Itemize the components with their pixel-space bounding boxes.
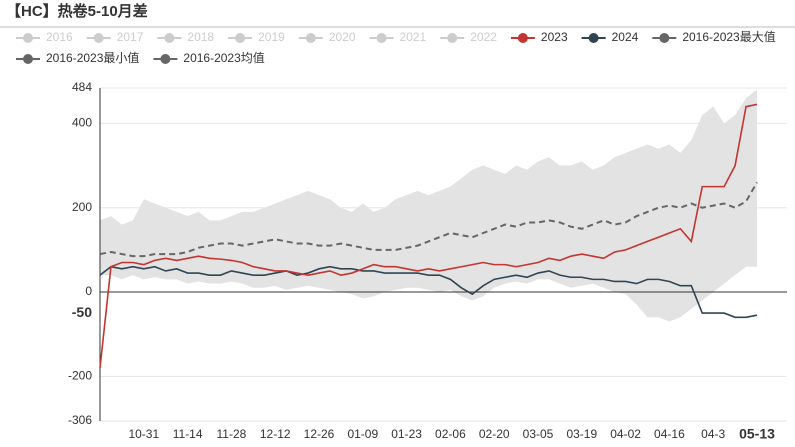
x-tick-label: 03-05 bbox=[523, 427, 554, 441]
legend-item: 2023 bbox=[510, 30, 568, 44]
range-band bbox=[100, 89, 757, 322]
legend-item: 2017 bbox=[86, 30, 144, 44]
legend-item: 2016-2023最大值 bbox=[652, 29, 776, 44]
legend-marker bbox=[160, 54, 171, 64]
legend-marker bbox=[23, 54, 33, 64]
legend-marker bbox=[517, 33, 528, 43]
legend-label: 2016-2023最小值 bbox=[46, 50, 139, 65]
legend-marker bbox=[659, 33, 670, 43]
legend-item: 2016-2023最小值 bbox=[16, 50, 139, 65]
legend-marker bbox=[93, 33, 104, 43]
y-tick-label: -306 bbox=[68, 413, 92, 427]
legend-item: 2020 bbox=[298, 30, 356, 44]
x-tick-label: 04-3 bbox=[701, 427, 725, 441]
legend-item: 2024 bbox=[581, 30, 639, 44]
legend-marker bbox=[23, 33, 33, 43]
x-tick-label: 03-19 bbox=[566, 427, 597, 441]
y-tick-label: 400 bbox=[72, 116, 92, 130]
series-line bbox=[99, 103, 758, 368]
x-tick-label: 04-16 bbox=[654, 427, 685, 441]
legend-label: 2016 bbox=[46, 30, 73, 44]
legend-label: 2022 bbox=[470, 30, 497, 44]
legend-label: 2023 bbox=[541, 30, 568, 44]
legend-item: 2019 bbox=[228, 30, 285, 44]
x-tick-label: 02-06 bbox=[435, 427, 466, 441]
legend-item: 2021 bbox=[369, 30, 427, 44]
legend-label: 2020 bbox=[329, 30, 356, 44]
y-tick-label: -200 bbox=[68, 368, 92, 382]
series-line bbox=[99, 265, 758, 319]
legend-marker bbox=[376, 33, 387, 43]
legend-marker bbox=[588, 33, 599, 43]
x-tick-label: 05-13 bbox=[739, 426, 775, 442]
legend-marker bbox=[235, 33, 246, 43]
x-tick-label: 02-20 bbox=[479, 427, 510, 441]
legend-label: 2016-2023均值 bbox=[183, 50, 264, 65]
legend-label: 2024 bbox=[612, 30, 639, 44]
legend-item: 2022 bbox=[440, 30, 497, 44]
y-tick-label: 484 bbox=[72, 80, 92, 94]
x-tick-label: 12-12 bbox=[260, 427, 291, 441]
x-tick-label: 10-31 bbox=[128, 427, 159, 441]
legend-item: 2018 bbox=[157, 30, 214, 44]
x-tick-label: 12-26 bbox=[304, 427, 335, 441]
legend-item: 2016-2023均值 bbox=[153, 50, 265, 65]
y-marker-label: -50 bbox=[72, 304, 92, 320]
legend-label: 2018 bbox=[187, 30, 214, 44]
legend-label: 2019 bbox=[258, 30, 285, 44]
legend-label: 2016-2023最大值 bbox=[682, 29, 775, 44]
x-tick-label: 01-23 bbox=[391, 427, 422, 441]
y-tick-label: 0 bbox=[85, 284, 92, 298]
x-tick-label: 11-14 bbox=[173, 427, 203, 441]
series-line bbox=[99, 181, 758, 258]
y-tick-label: 200 bbox=[72, 200, 92, 214]
legend-item: 2016 bbox=[16, 30, 73, 44]
legend-marker bbox=[305, 33, 316, 43]
legend-marker bbox=[164, 33, 175, 43]
x-tick-label: 11-28 bbox=[216, 427, 246, 441]
legend-label: 2021 bbox=[400, 30, 427, 44]
chart-title: 【HC】热卷5-10月差 bbox=[6, 2, 148, 20]
x-tick-label: 04-02 bbox=[610, 427, 641, 441]
x-tick-label: 01-09 bbox=[347, 427, 378, 441]
legend-marker bbox=[447, 33, 458, 43]
legend-label: 2017 bbox=[117, 30, 144, 44]
